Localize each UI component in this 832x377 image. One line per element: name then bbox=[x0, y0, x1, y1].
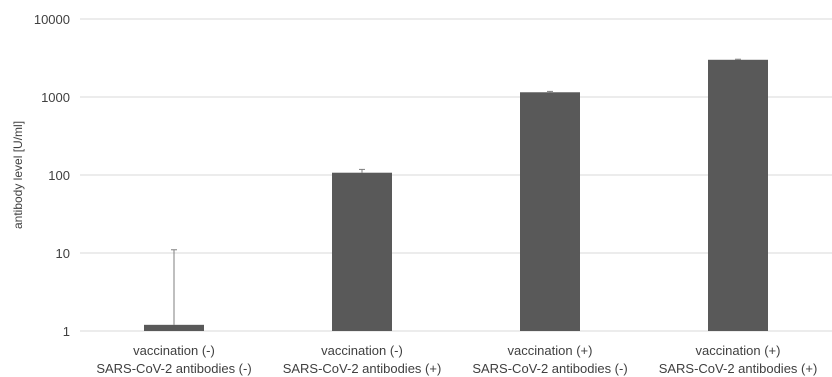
x-category-label: SARS-CoV-2 antibodies (-) bbox=[96, 361, 251, 376]
bar bbox=[144, 324, 204, 331]
bar bbox=[332, 172, 392, 331]
y-tick-label: 1 bbox=[63, 324, 70, 339]
bars bbox=[144, 59, 768, 332]
error-bars bbox=[171, 58, 741, 325]
x-category-label: SARS-CoV-2 antibodies (+) bbox=[659, 361, 818, 376]
x-category-label: SARS-CoV-2 antibodies (-) bbox=[472, 361, 627, 376]
y-tick-label: 100 bbox=[48, 168, 70, 183]
y-tick-label: 10 bbox=[56, 246, 70, 261]
x-category-label: vaccination (-) bbox=[321, 343, 403, 358]
y-tick-label: 10000 bbox=[34, 12, 70, 27]
x-category-label: vaccination (+) bbox=[696, 343, 781, 358]
x-category-label: vaccination (+) bbox=[508, 343, 593, 358]
x-category-label: vaccination (-) bbox=[133, 343, 215, 358]
bar bbox=[520, 92, 580, 332]
y-tick-label: 1000 bbox=[41, 90, 70, 105]
y-tick-labels: 1 10 100 1000 10000 bbox=[34, 12, 70, 339]
x-category-label: SARS-CoV-2 antibodies (+) bbox=[283, 361, 442, 376]
x-category-labels: vaccination (-) SARS-CoV-2 antibodies (-)… bbox=[96, 343, 817, 376]
gridlines bbox=[80, 18, 832, 332]
bar bbox=[708, 59, 768, 331]
y-axis-title: antibody level [U/ml] bbox=[11, 121, 25, 229]
